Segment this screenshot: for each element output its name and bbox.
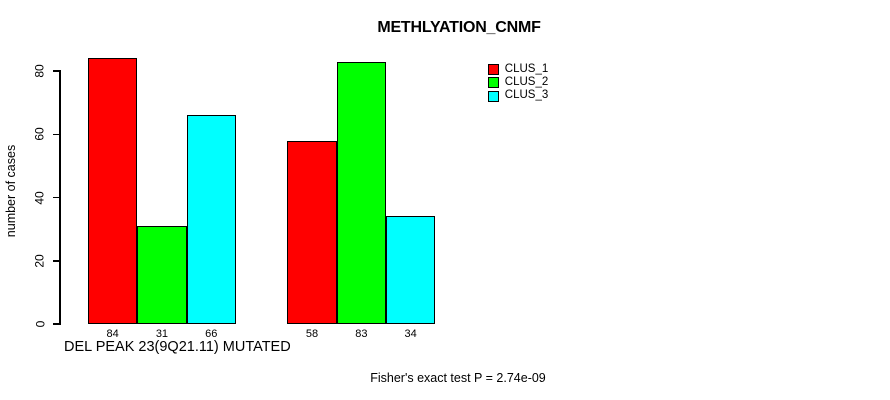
legend-swatch-clus_1 — [488, 64, 499, 75]
legend-swatch-clus_2 — [488, 77, 499, 89]
bar-clus_3-group1 — [186, 115, 236, 324]
legend-item: CLUS_2 — [488, 76, 549, 89]
y-axis-tick-label: 60 — [33, 127, 48, 141]
y-axis-tick — [52, 133, 61, 135]
legend-item: CLUS_1 — [488, 62, 549, 75]
bar-clus_2-group2 — [336, 61, 386, 324]
y-axis-tick — [52, 196, 61, 199]
y-axis-tick-label: 40 — [33, 190, 48, 205]
legend-label: CLUS_3 — [504, 89, 549, 102]
y-axis-label: number of cases — [4, 144, 19, 238]
bar-clus_2-group1 — [137, 225, 187, 324]
bar-clus_1-group2 — [287, 140, 337, 324]
legend: CLUS_1 CLUS_2 CLUS_3 — [488, 62, 549, 102]
legend-swatch-clus_3 — [488, 90, 499, 102]
y-axis-tick — [52, 260, 61, 262]
y-axis-tick-label: 20 — [33, 254, 48, 268]
bar-value-label: 34 — [404, 328, 417, 340]
x-axis-label: DEL PEAK 23(9Q21.11) MUTATED — [64, 339, 291, 355]
legend-item: CLUS_3 — [488, 89, 549, 102]
bar-clus_3-group2 — [386, 216, 436, 324]
bar-value-label: 84 — [106, 328, 119, 340]
bar-value-label: 83 — [355, 328, 368, 340]
footnote-text: Fisher's exact test P = 2.74e-09 — [370, 371, 546, 385]
y-axis-tick — [52, 70, 61, 72]
y-axis-tick-label: 80 — [33, 64, 48, 78]
legend-label: CLUS_2 — [504, 76, 549, 89]
legend-label: CLUS_1 — [504, 62, 549, 75]
chart-title: METHLYATION_CNMF — [377, 19, 541, 36]
y-axis-tick — [52, 323, 61, 325]
bar-value-label: 31 — [155, 328, 169, 340]
bar-value-label: 58 — [305, 328, 319, 340]
bar-clus_1-group1 — [88, 58, 138, 324]
y-axis-tick-label: 0 — [33, 320, 47, 328]
bar-value-label: 66 — [205, 328, 218, 340]
